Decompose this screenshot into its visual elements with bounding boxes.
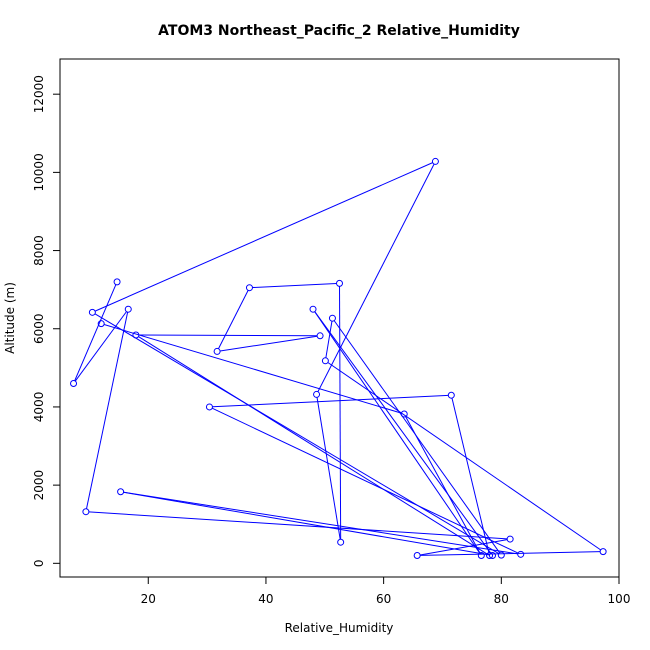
series-segment [74,284,117,381]
series-segment [103,324,402,414]
data-point [431,157,439,165]
data-point [506,535,514,543]
data-point [88,308,96,316]
series-segment [317,163,435,392]
x-tick-label: 20 [141,592,156,606]
x-axis-label: Relative_Humidity [285,621,394,635]
x-tick-label: 60 [376,592,391,606]
y-tick-label: 2000 [32,470,46,501]
data-point [132,331,140,339]
series-segment [94,313,499,555]
series-segment [138,336,488,555]
data-point [497,551,505,559]
series-segment [420,551,601,556]
data-point [117,488,125,496]
series-segment [212,394,449,408]
data-point [245,284,253,292]
y-tick-label: 6000 [32,313,46,344]
chart-title: ATOM3 Northeast_Pacific_2 Relative_Humid… [158,23,520,39]
data-point [599,548,607,556]
series-segment [451,398,490,553]
data-point [82,508,90,516]
data-point [517,550,525,558]
y-tick-label: 12000 [32,75,46,113]
y-tick-label: 8000 [32,235,46,266]
y-axis-label: Altitude (m) [3,282,17,354]
series-lines [74,162,601,556]
series-segment [339,286,342,540]
data-point [321,357,329,365]
data-point [486,551,494,559]
data-point [113,278,121,286]
series-segment [316,397,341,540]
data-point [97,320,105,328]
series-segment [94,162,433,312]
series-segment [252,283,337,289]
series-segment [314,311,481,554]
data-point [337,538,345,546]
data-point [213,347,221,355]
data-point [400,410,408,418]
series-segment [88,511,508,540]
series-segment [123,491,518,555]
x-axis: 20 40 60 80 100 [141,576,631,606]
series-segment [405,416,481,554]
data-point [313,390,321,398]
x-tick-label: 100 [608,592,631,606]
series-points [70,157,607,559]
data-point [477,551,485,559]
series-segment [123,491,490,556]
data-point [124,305,132,313]
series-segment [219,335,318,352]
series-segment [138,334,318,337]
data-point [413,551,421,559]
data-point [205,403,213,411]
series-segment [74,311,127,382]
data-point [328,314,336,322]
series-segment [86,312,129,509]
series-segment [327,362,601,551]
y-axis: 0 2000 4000 6000 8000 10000 12000 [32,75,61,567]
series-segment [218,290,249,349]
data-point [309,305,317,313]
data-point [316,332,324,340]
x-tick-label: 40 [258,592,273,606]
data-point [447,391,455,399]
data-point [488,551,496,559]
series-segment [314,311,492,554]
series-segment [325,321,333,358]
data-point [70,379,78,387]
data-point [336,279,343,287]
y-tick-label: 0 [32,559,46,567]
y-tick-label: 4000 [32,392,46,423]
y-tick-label: 10000 [32,153,46,191]
x-tick-label: 80 [494,592,509,606]
